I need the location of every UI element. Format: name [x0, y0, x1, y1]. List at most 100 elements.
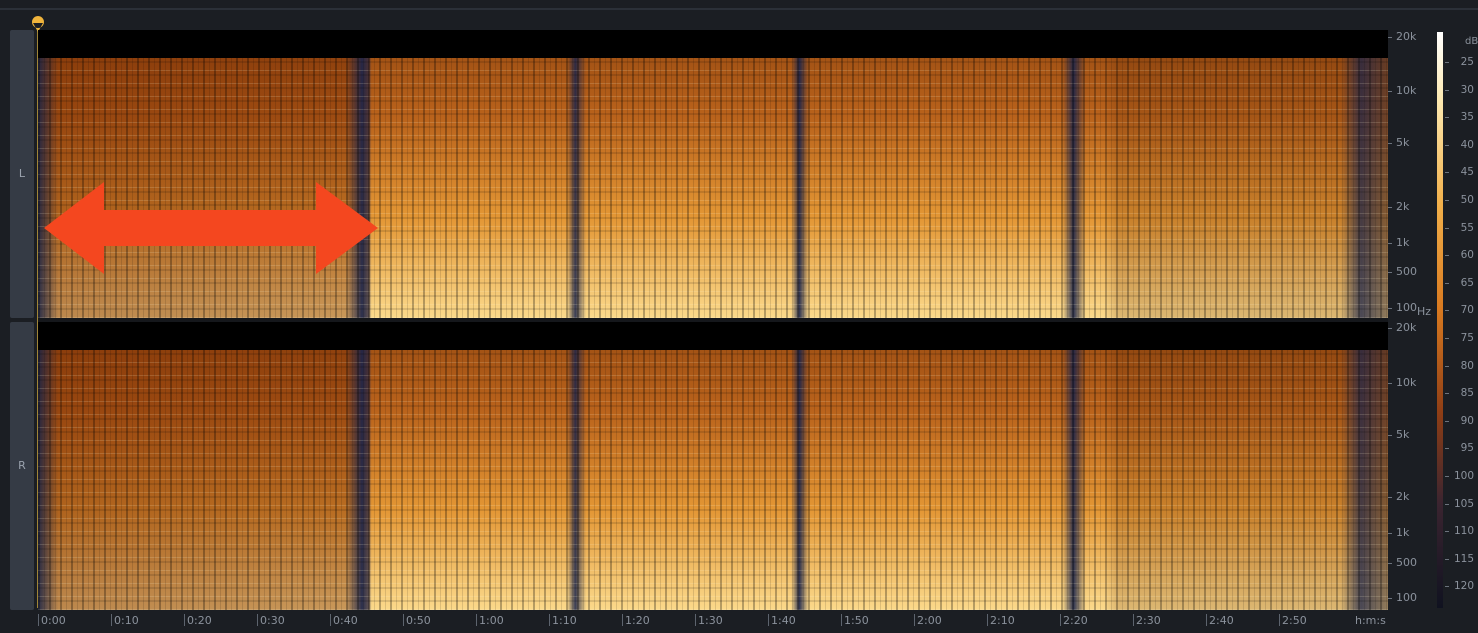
freq-tick — [1388, 598, 1392, 599]
db-tick — [1445, 310, 1449, 312]
freq-label: 20k — [1396, 30, 1417, 43]
time-tick — [476, 614, 477, 626]
freq-label: 10k — [1396, 376, 1417, 389]
freq-label: 5k — [1396, 136, 1410, 149]
freq-label: 500 — [1396, 556, 1417, 569]
freq-label: 100 — [1396, 301, 1417, 314]
freq-tick — [1388, 383, 1392, 384]
freq-tick — [1388, 533, 1392, 534]
db-tick — [1445, 586, 1449, 588]
freq-tick — [1388, 207, 1392, 208]
freq-label: 500 — [1396, 265, 1417, 278]
freq-label: 2k — [1396, 200, 1410, 213]
freq-label: 100 — [1396, 591, 1417, 604]
channel-divider — [38, 318, 1388, 322]
db-label: 110 — [1453, 525, 1474, 538]
time-tick — [1206, 614, 1207, 626]
time-tick — [38, 614, 39, 626]
db-label: 30 — [1460, 83, 1474, 96]
db-label: 115 — [1453, 552, 1474, 565]
db-tick — [1445, 365, 1449, 367]
freq-tick — [1388, 308, 1392, 309]
freq-tick — [1388, 143, 1392, 144]
db-label: 95 — [1460, 442, 1474, 455]
freq-tick — [1388, 37, 1392, 38]
time-label: 2:30 — [1136, 614, 1161, 627]
time-label: 0:30 — [260, 614, 285, 627]
time-label: 0:40 — [333, 614, 358, 627]
time-tick — [622, 614, 623, 626]
db-label: 45 — [1460, 166, 1474, 179]
db-label: 35 — [1460, 111, 1474, 124]
db-tick — [1445, 117, 1449, 119]
db-label: 25 — [1460, 56, 1474, 68]
channel-strip[interactable]: R — [10, 322, 34, 610]
db-tick — [1445, 476, 1449, 477]
db-tick — [1445, 503, 1449, 505]
time-unit: h:m:s — [1355, 614, 1386, 627]
db-tick — [1445, 282, 1449, 284]
time-tick — [695, 614, 696, 626]
time-tick — [914, 614, 915, 626]
time-label: 2:10 — [990, 614, 1015, 627]
time-tick — [549, 614, 550, 626]
freq-tick — [1388, 497, 1392, 498]
time-label: 2:40 — [1209, 614, 1234, 627]
freq-tick — [1388, 328, 1392, 329]
db-label: 60 — [1460, 249, 1474, 262]
freq-label: 2k — [1396, 490, 1410, 503]
db-tick — [1445, 200, 1449, 201]
channel-label: R — [18, 459, 26, 472]
time-tick — [257, 614, 258, 626]
time-label: 0:20 — [187, 614, 212, 627]
playhead-marker[interactable] — [30, 14, 46, 34]
spectrogram-left — [38, 30, 1388, 318]
db-tick — [1445, 420, 1449, 422]
time-label: 1:30 — [698, 614, 723, 627]
freq-tick — [1388, 563, 1392, 564]
spectrogram-right — [38, 322, 1388, 610]
time-label: 1:40 — [771, 614, 796, 627]
time-label: 2:00 — [917, 614, 942, 627]
time-label: 1:50 — [844, 614, 869, 627]
freq-tick — [1388, 243, 1392, 244]
db-label: 65 — [1460, 276, 1474, 289]
db-tick — [1445, 62, 1449, 63]
time-tick — [1279, 614, 1280, 626]
db-label: 85 — [1460, 387, 1474, 400]
db-unit: dB — [1465, 36, 1478, 47]
db-tick — [1445, 144, 1449, 146]
freq-label: 20k — [1396, 321, 1417, 334]
freq-tick — [1388, 272, 1392, 273]
freq-label: 1k — [1396, 236, 1410, 249]
db-tick — [1445, 393, 1449, 395]
db-label: 55 — [1460, 221, 1474, 234]
time-tick — [1133, 614, 1134, 626]
db-tick — [1445, 338, 1449, 339]
db-label: 50 — [1460, 194, 1474, 206]
db-colorbar — [1437, 32, 1443, 608]
db-tick — [1445, 172, 1449, 174]
time-label: 2:20 — [1063, 614, 1088, 627]
freq-tick — [1388, 91, 1392, 92]
db-label: 90 — [1460, 414, 1474, 427]
db-label: 100 — [1453, 470, 1474, 482]
db-label: 40 — [1460, 138, 1474, 151]
highlight-arrow — [44, 182, 378, 274]
freq-label: 10k — [1396, 84, 1417, 97]
time-tick — [841, 614, 842, 626]
time-tick — [111, 614, 112, 626]
time-label: 2:50 — [1282, 614, 1307, 627]
freq-label: 1k — [1396, 526, 1410, 539]
time-tick — [330, 614, 331, 626]
db-tick — [1445, 255, 1449, 257]
time-label: 1:00 — [479, 614, 504, 627]
channel-strip[interactable]: L — [10, 30, 34, 318]
time-label: 1:20 — [625, 614, 650, 627]
freq-label: 5k — [1396, 428, 1410, 441]
db-label: 80 — [1460, 359, 1474, 372]
time-label: 0:00 — [41, 614, 66, 627]
channel-label: L — [18, 167, 26, 180]
time-tick — [768, 614, 769, 626]
